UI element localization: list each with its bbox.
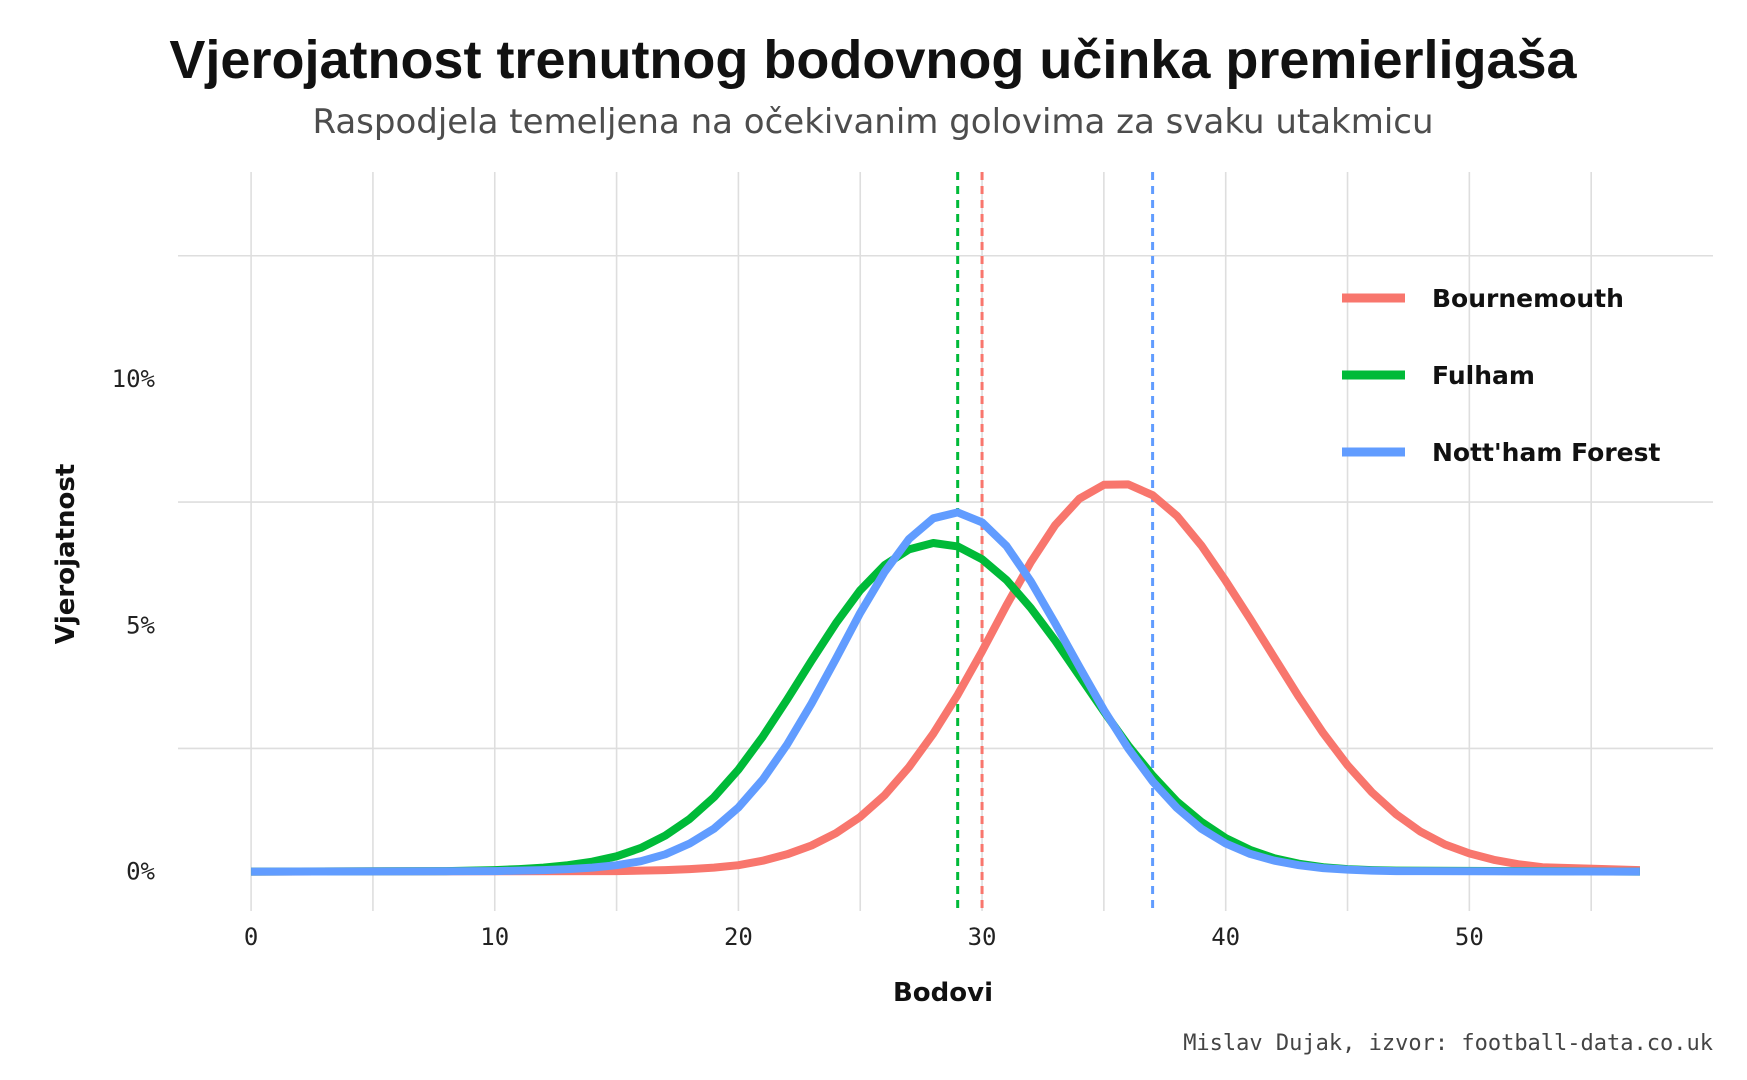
series-line xyxy=(251,480,1641,876)
x-tick-label: 30 xyxy=(968,923,997,951)
y-tick-label: 5% xyxy=(126,611,155,639)
x-tick-label: 0 xyxy=(244,923,258,951)
series-layer xyxy=(251,480,1641,876)
y-tick-label: 0% xyxy=(126,858,155,886)
y-tick-label: 10% xyxy=(112,365,156,393)
x-tick-label: 50 xyxy=(1455,923,1484,951)
legend: Bournemouth Fulham Nott'ham Forest xyxy=(1342,284,1660,467)
x-tick-label: 40 xyxy=(1211,923,1240,951)
x-tick-label: 20 xyxy=(724,923,753,951)
y-axis-title: Vjerojatnost xyxy=(51,464,81,645)
x-axis-title: Bodovi xyxy=(893,978,993,1008)
legend-label: Fulham xyxy=(1432,361,1535,390)
series-line xyxy=(251,508,1640,876)
chart-title: Vjerojatnost trenutnog bodovnog učinka p… xyxy=(169,30,1577,90)
x-tick-label: 10 xyxy=(480,923,509,951)
legend-label: Nott'ham Forest xyxy=(1432,438,1660,467)
current-points-lines xyxy=(956,172,1155,911)
legend-label: Bournemouth xyxy=(1432,284,1624,313)
chart-subtitle: Raspodjela temeljena na očekivanim golov… xyxy=(312,102,1433,142)
chart-caption: Mislav Dujak, izvor: football-data.co.uk xyxy=(1183,1031,1713,1056)
x-axis-ticks: 0 10 20 30 40 50 xyxy=(244,923,1484,951)
y-axis-ticks: 0% 5% 10% xyxy=(112,365,156,886)
